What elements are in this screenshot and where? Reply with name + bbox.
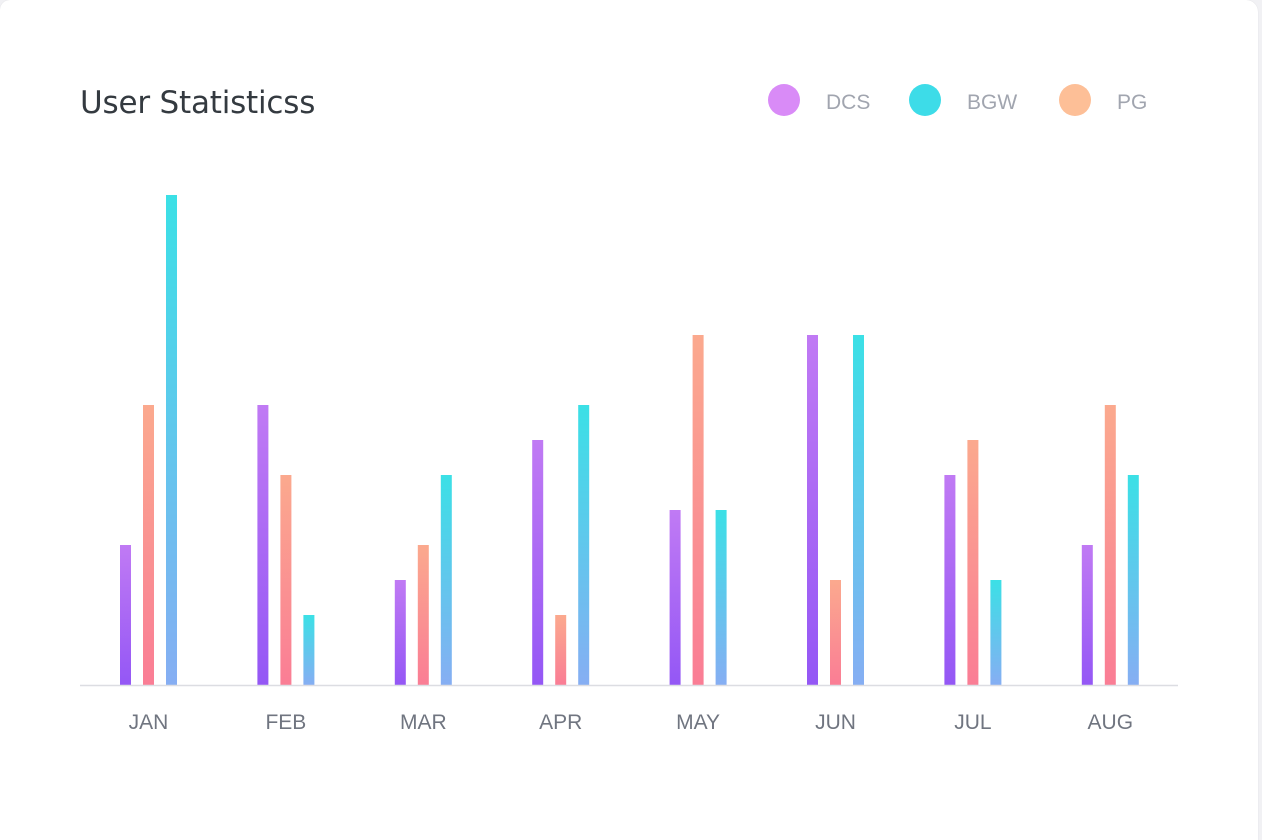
bar-bgw-may[interactable]	[715, 510, 727, 685]
chart-title: User Statisticss	[80, 85, 316, 121]
legend-dot-bgw	[909, 84, 941, 116]
bar-bgw-aug[interactable]	[1127, 475, 1139, 685]
bars-group	[120, 195, 1139, 685]
legend-dot-dcs	[768, 84, 800, 116]
legend-label-dcs: DCS	[826, 91, 871, 114]
bar-pg-apr[interactable]	[555, 615, 567, 685]
x-tick-label-aug: AUG	[1088, 711, 1134, 734]
x-tick-label-jun: JUN	[815, 711, 856, 734]
bar-dcs-jun[interactable]	[807, 335, 818, 685]
bar-dcs-jan[interactable]	[120, 545, 131, 685]
bar-pg-jul[interactable]	[967, 440, 979, 685]
bar-pg-aug[interactable]	[1104, 405, 1116, 685]
bar-bgw-jul[interactable]	[990, 580, 1002, 685]
x-tick-label-apr: APR	[539, 711, 582, 734]
legend-dot-pg	[1059, 84, 1091, 116]
x-tick-label-may: MAY	[676, 711, 720, 734]
bar-dcs-may[interactable]	[669, 510, 681, 685]
x-tick-label-mar: MAR	[400, 711, 447, 734]
bar-dcs-mar[interactable]	[394, 580, 406, 685]
bar-pg-feb[interactable]	[280, 475, 292, 685]
bar-bgw-apr[interactable]	[578, 405, 590, 685]
bar-bgw-mar[interactable]	[440, 475, 452, 685]
legend-label-pg: PG	[1117, 91, 1148, 114]
bar-dcs-apr[interactable]	[532, 440, 544, 685]
x-tick-label-jul: JUL	[954, 711, 991, 734]
bar-pg-jan[interactable]	[143, 405, 154, 685]
bar-bgw-jan[interactable]	[166, 195, 177, 685]
x-tick-label-feb: FEB	[265, 711, 306, 734]
bar-pg-may[interactable]	[692, 335, 704, 685]
chart-legend: DCS BGW PG	[0, 82, 1258, 128]
bar-pg-jun[interactable]	[830, 580, 841, 685]
bar-dcs-aug[interactable]	[1081, 545, 1093, 685]
x-tick-label-jan: JAN	[129, 711, 169, 734]
bar-bgw-jun[interactable]	[853, 335, 864, 685]
x-tick-labels: JAN FEB MAR APR MAY JUN JUL AUG	[129, 711, 1133, 734]
bar-dcs-jul[interactable]	[944, 475, 956, 685]
legend-label-bgw: BGW	[967, 91, 1018, 114]
bar-pg-mar[interactable]	[417, 545, 429, 685]
bar-bgw-feb[interactable]	[303, 615, 315, 685]
bar-dcs-feb[interactable]	[257, 405, 269, 685]
